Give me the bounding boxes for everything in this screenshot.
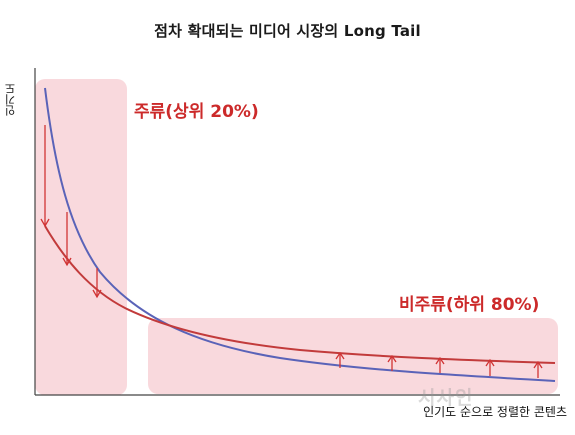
down-arrows — [40, 125, 102, 299]
down-arrow-3-head — [92, 289, 102, 299]
tail-region — [148, 318, 558, 394]
up-arrow-5-head — [533, 360, 543, 369]
up-arrow-4-head — [485, 358, 495, 367]
up-arrows — [335, 351, 543, 378]
head-region-label: 주류(상위 20%) — [134, 102, 259, 122]
up-arrow-3-head — [435, 356, 445, 365]
tail-region-label: 비주류(하위 80%) — [399, 295, 540, 315]
up-arrow-1-head — [335, 351, 345, 360]
watermark: 시사인 — [418, 387, 474, 409]
diagram-title: 점차 확대되는 미디어 시장의 Long Tail — [154, 22, 421, 40]
down-arrow-2-head — [62, 257, 72, 267]
x-axis-label: 인기도 순으로 정렬한 콘텐츠 — [423, 405, 567, 419]
up-arrow-2-head — [387, 354, 397, 363]
curve-before — [44, 87, 556, 382]
down-arrow-1-head — [40, 218, 50, 228]
y-axis-label: 인기도 — [4, 83, 17, 117]
